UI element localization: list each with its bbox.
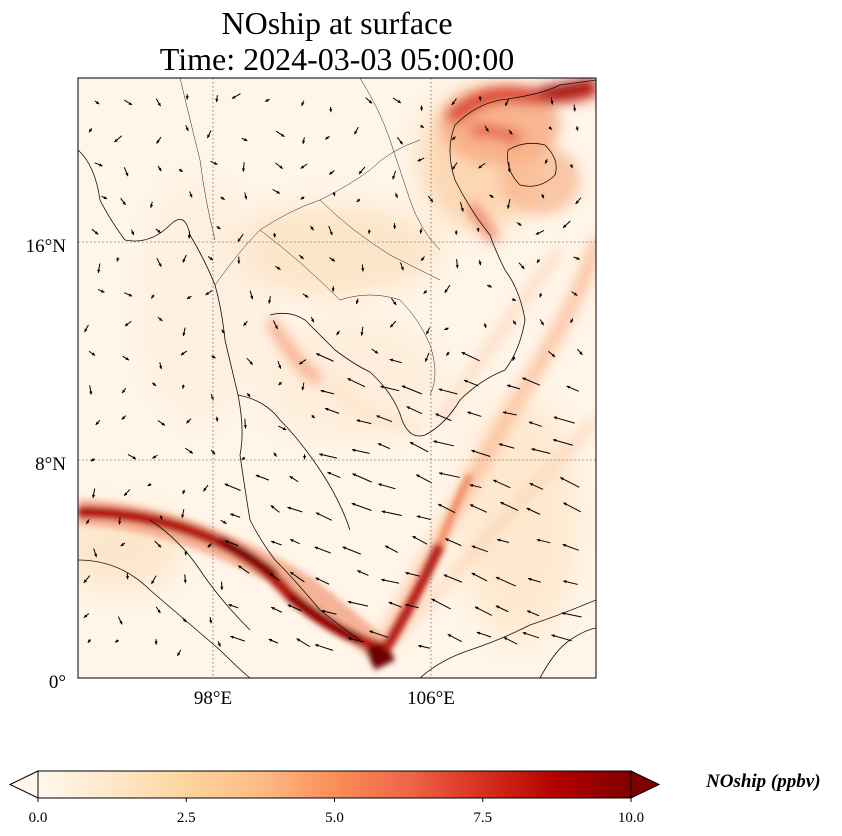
lat-tick-label: 8°N <box>35 454 66 475</box>
lat-axis: 0° 8°N 16°N <box>26 236 67 693</box>
colorbar-tick-label: 10.0 <box>618 810 644 826</box>
lat-tick-label: 0° <box>49 672 66 693</box>
lon-tick-label: 98°E <box>194 688 232 709</box>
colorbar-tick-label: 0.0 <box>29 810 48 826</box>
colorbar: 0.0 2.5 5.0 7.5 10.0 <box>10 771 659 826</box>
colorbar-tick-label: 7.5 <box>473 810 492 826</box>
lon-axis: 98°E 106°E <box>194 688 455 709</box>
colorbar-tick-label: 5.0 <box>325 810 344 826</box>
colorbar-tick-label: 2.5 <box>177 810 196 826</box>
colorbar-gradient <box>38 771 631 798</box>
lat-tick-label: 16°N <box>26 236 67 257</box>
concentration-map <box>60 78 596 678</box>
colorbar-label: NOship (ppbv) <box>706 771 821 793</box>
colorbar-extend-max <box>631 771 659 798</box>
lon-tick-label: 106°E <box>407 688 455 709</box>
colorbar-extend-min <box>10 771 38 798</box>
